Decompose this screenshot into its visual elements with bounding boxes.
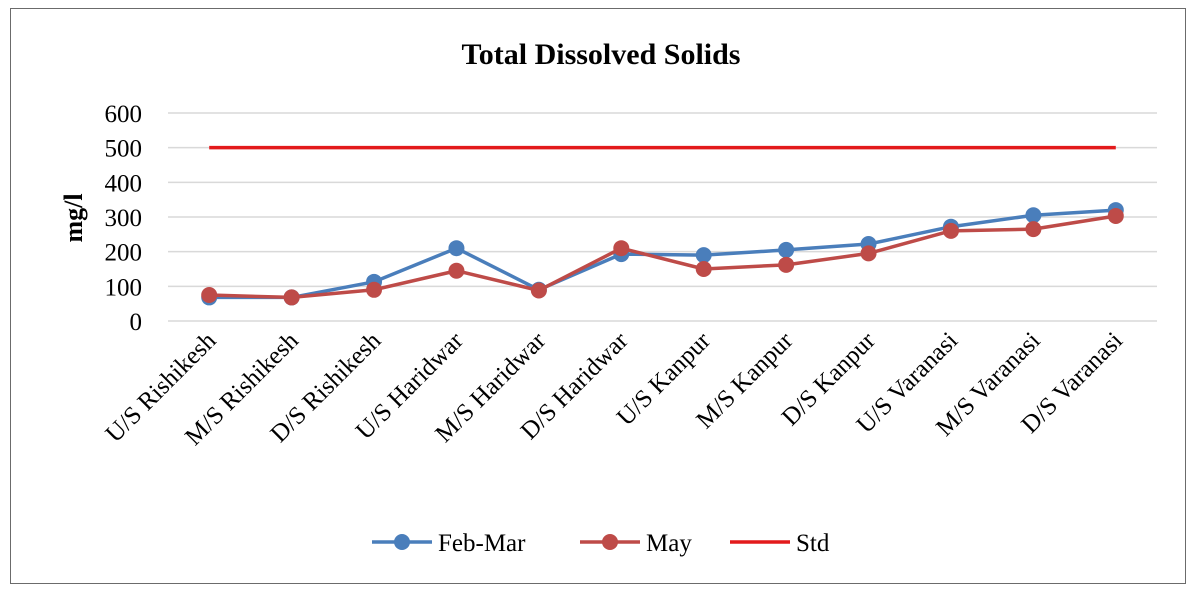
legend-item: May bbox=[580, 530, 692, 557]
y-tick-label: 600 bbox=[105, 101, 143, 128]
chart-title: Total Dissolved Solids bbox=[462, 38, 741, 71]
data-point bbox=[860, 245, 877, 262]
legend-label: Feb-Mar bbox=[438, 530, 526, 557]
data-point bbox=[613, 240, 630, 257]
data-point bbox=[530, 282, 547, 299]
data-point bbox=[366, 281, 383, 298]
y-tick-label: 300 bbox=[105, 205, 143, 232]
data-point bbox=[283, 289, 300, 306]
data-point bbox=[778, 241, 795, 258]
legend-label: May bbox=[646, 530, 692, 557]
legend-item: Feb-Mar bbox=[372, 530, 526, 557]
y-tick-label: 200 bbox=[105, 240, 143, 267]
data-point bbox=[1025, 221, 1042, 238]
data-point bbox=[1025, 207, 1042, 224]
data-point bbox=[695, 247, 712, 264]
data-point bbox=[942, 222, 959, 239]
legend-item: Std bbox=[730, 530, 830, 557]
data-point bbox=[201, 287, 218, 303]
data-point bbox=[448, 240, 465, 257]
data-point bbox=[778, 256, 795, 273]
legend-marker bbox=[602, 534, 618, 550]
data-point bbox=[1107, 207, 1124, 224]
data-point bbox=[448, 262, 465, 279]
legend-marker bbox=[394, 534, 410, 550]
series-may bbox=[201, 207, 1124, 306]
y-tick-label: 500 bbox=[105, 136, 143, 163]
series-lines bbox=[201, 145, 1124, 306]
y-axis-label: mg/l bbox=[59, 193, 88, 242]
y-tick-label: 400 bbox=[105, 170, 143, 197]
series-line bbox=[209, 208, 1116, 300]
data-point bbox=[695, 261, 712, 277]
y-tick-label: 0 bbox=[130, 309, 143, 336]
y-axis-ticks: 0 100 200 300 400 500 600 bbox=[105, 101, 143, 336]
series-line bbox=[209, 214, 1117, 300]
legend-label: Std bbox=[796, 530, 830, 557]
y-tick-label: 100 bbox=[105, 274, 143, 301]
legend: Feb-Mar May Std bbox=[372, 530, 830, 557]
